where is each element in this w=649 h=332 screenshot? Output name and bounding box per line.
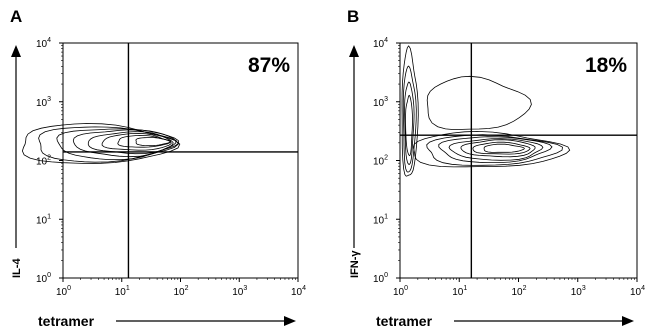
y-tick-label: 102 [36, 155, 51, 168]
x-tick-label: 100 [393, 285, 408, 298]
x-axis-arrow-head-icon [284, 316, 296, 326]
y-axis-arrow-head-icon [349, 45, 359, 57]
y-tick-label: 102 [373, 155, 388, 168]
y-axis-arrow-head-icon [11, 45, 21, 57]
x-tick-label: 102 [512, 285, 527, 298]
x-tick-label: 103 [571, 285, 586, 298]
contour-line [472, 141, 531, 155]
y-tick-label: 101 [373, 213, 388, 226]
y-tick-label: 101 [36, 213, 51, 226]
quadrant-percentage: 87% [248, 54, 290, 77]
x-tick-label: 103 [232, 285, 247, 298]
quadrant-percentage: 18% [585, 54, 627, 77]
x-tick-label: 101 [452, 285, 467, 298]
contour-line [438, 136, 553, 163]
y-axis-label: IL-4 [11, 258, 23, 278]
contour-line [483, 143, 525, 153]
x-tick-label: 102 [174, 285, 189, 298]
contour-line [87, 131, 174, 155]
x-axis-label: tetramer [38, 313, 95, 329]
contour-line [405, 94, 413, 157]
y-tick-label: 103 [36, 96, 51, 109]
contour-line [404, 81, 415, 165]
panel-b: B 100 100 101 101 102 102 103 103 104 104 18% tetram… [347, 7, 645, 329]
contour-line [426, 134, 563, 166]
contour-line [460, 139, 536, 158]
y-tick-label: 103 [373, 96, 388, 109]
plot-frame [399, 42, 638, 279]
x-tick-label: 104 [630, 285, 645, 298]
y-axis-label: IFN-γ [349, 250, 361, 278]
panel-letter: A [10, 7, 22, 26]
contour-line [401, 45, 419, 177]
contour-line [448, 138, 544, 161]
contour-line [135, 137, 172, 147]
x-tick-label: 100 [56, 285, 71, 298]
x-tick-label: 101 [115, 285, 130, 298]
x-tick-label: 104 [291, 285, 306, 298]
x-axis-label: tetramer [376, 313, 433, 329]
contour-line [101, 132, 172, 151]
contour-line [426, 75, 532, 131]
y-tick-label: 104 [373, 37, 388, 50]
x-axis-arrow-head-icon [622, 316, 634, 326]
plot-frame [62, 42, 299, 279]
contour-line [72, 129, 177, 158]
contour-line [117, 134, 171, 148]
contour-group [401, 45, 571, 177]
panel-letter: B [347, 7, 359, 26]
y-tick-label: 100 [373, 272, 388, 285]
contour-line [402, 65, 417, 173]
y-tick-label: 104 [36, 37, 51, 50]
panel-a: A 100 100 101 101 102 102 103 103 104 104 87% tetram… [10, 7, 306, 329]
y-tick-label: 100 [36, 272, 51, 285]
